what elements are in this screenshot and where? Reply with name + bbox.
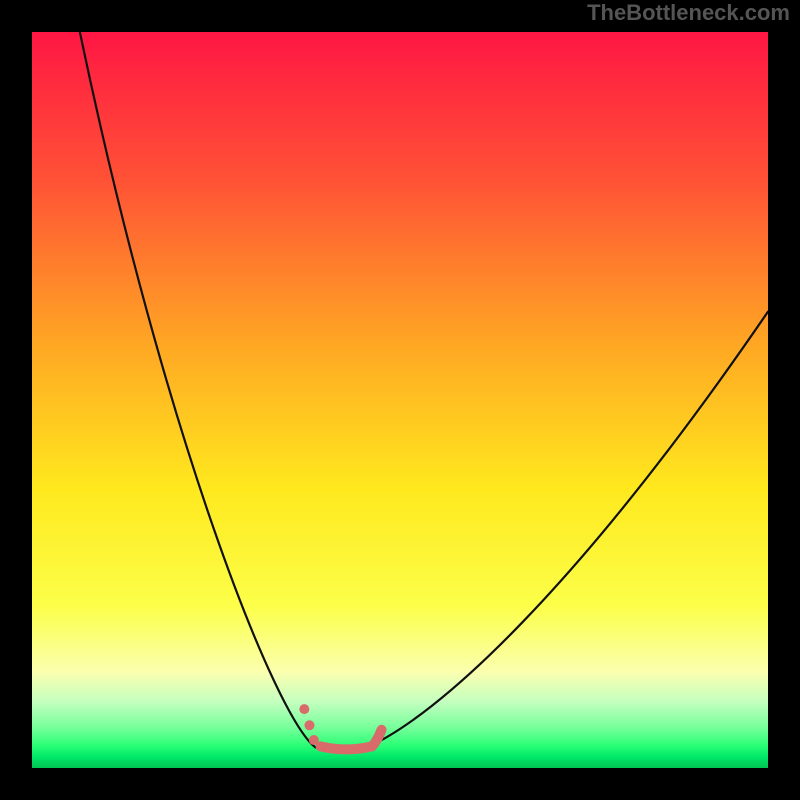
chart-stage: TheBottleneck.com — [0, 0, 800, 800]
watermark-text: TheBottleneck.com — [587, 0, 790, 26]
gradient-background — [32, 32, 768, 768]
